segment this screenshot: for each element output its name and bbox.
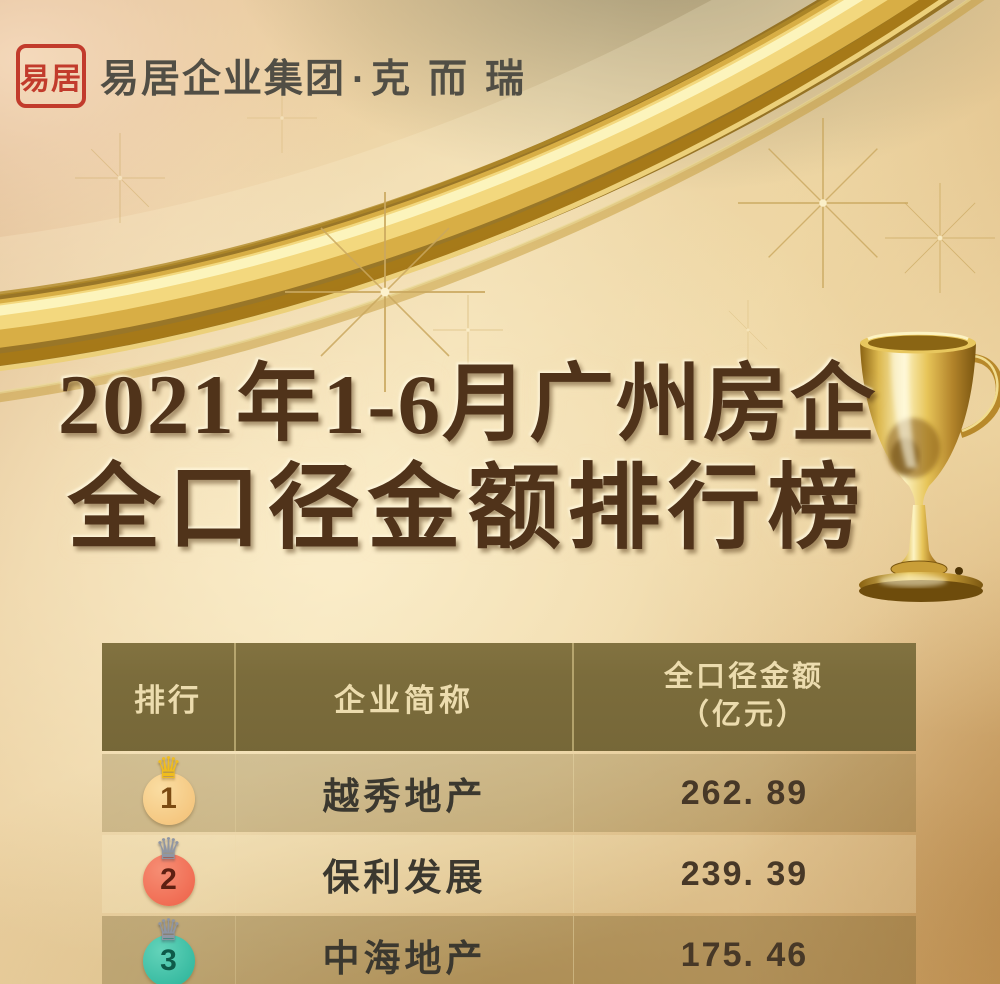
crown-icon: ♛: [155, 912, 182, 948]
amount-value: 239. 39: [680, 854, 809, 893]
sparkle-icon: [738, 118, 908, 288]
amount-value: 262. 89: [680, 773, 809, 812]
header-rank: 排行: [102, 643, 236, 751]
sparkle-icon: [247, 83, 317, 153]
rank-number: 1: [160, 781, 177, 815]
brand-logo: 易居 易居企业集团 · 克而瑞: [16, 44, 542, 108]
rank-number-badge: 2: [142, 853, 195, 906]
table-header: 排行 企业简称 全口径金额 （亿元）: [102, 643, 916, 751]
crown-icon: ♛: [155, 831, 182, 867]
seal-stamp-icon: 易居: [16, 44, 86, 108]
gold-ribbon: [0, 0, 985, 403]
sparkle-icon: [433, 295, 503, 365]
rank-badge-group: ♛ 3: [142, 912, 195, 984]
sparkle-icon: [885, 183, 995, 293]
company-name: 保利发展: [236, 835, 574, 913]
header-amount-line1: 全口径金额: [663, 661, 824, 694]
header-company: 企业简称: [236, 643, 574, 751]
brand-name: 易居企业集团 · 克而瑞: [100, 48, 542, 104]
rank-number: 3: [160, 943, 177, 977]
rank-number-badge: 1: [142, 772, 195, 825]
header-amount: 全口径金额 （亿元）: [574, 643, 914, 751]
brand-cric-text: 克而瑞: [371, 58, 543, 101]
rank-badge: ♛ 1: [102, 750, 236, 832]
ranking-table: 排行 企业简称 全口径金额 （亿元） ♛ 1 越秀地产 262. 89: [102, 643, 916, 984]
table-row: ♛ 2 保利发展 239. 39: [102, 831, 916, 913]
title-line-1: 2021年1-6月广州房企: [57, 358, 878, 452]
sparkle-icon: [75, 133, 165, 223]
poster-title: 2021年1-6月广州房企 全口径金额排行榜: [0, 358, 935, 561]
amount-value: 175. 46: [680, 935, 809, 974]
rank-badge: ♛ 2: [102, 831, 236, 913]
header-amount-line2: （亿元）: [679, 699, 808, 731]
rank-number: 2: [160, 862, 177, 896]
brand-separator-dot: ·: [352, 58, 366, 101]
rank-badge-group: ♛ 2: [142, 831, 195, 906]
sparkle-icon: [285, 192, 485, 392]
title-line-2: 全口径金额排行榜: [67, 458, 868, 562]
brand-company-text: 易居企业集团: [100, 58, 347, 101]
table-row: ♛ 1 越秀地产 262. 89: [102, 750, 916, 832]
sparkle-icon: [728, 300, 768, 360]
rank-badge-group: ♛ 1: [142, 750, 195, 825]
company-name: 越秀地产: [236, 754, 574, 832]
table-row: ♛ 3 中海地产 175. 46: [102, 912, 916, 984]
crown-icon: ♛: [155, 750, 182, 786]
seal-text: 易居: [20, 63, 82, 96]
company-name: 中海地产: [236, 916, 574, 984]
rank-badge: ♛ 3: [102, 912, 236, 984]
trophy-icon: [859, 331, 1000, 602]
rank-number-badge: 3: [142, 934, 195, 984]
